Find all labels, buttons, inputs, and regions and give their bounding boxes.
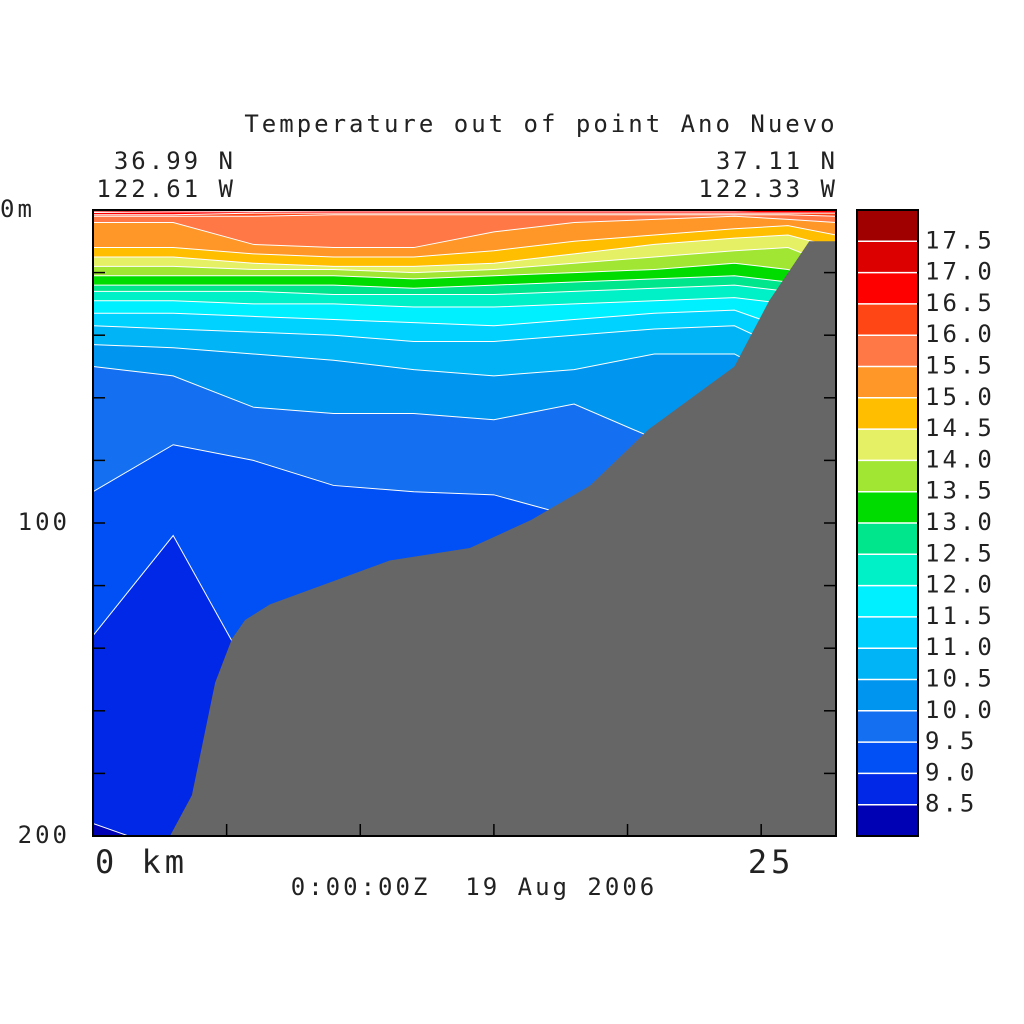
colorbar-label: 8.5 <box>925 790 977 818</box>
isotherm-line <box>93 225 836 258</box>
isotherm-line <box>93 215 836 249</box>
colorbar-band <box>857 460 918 492</box>
isotherm-line <box>93 262 836 289</box>
colorbar-band <box>857 679 918 711</box>
isotherm-line <box>93 234 836 267</box>
y-tick-label: 100 <box>18 508 70 536</box>
isotherm-line <box>93 214 836 217</box>
colorbar-band <box>857 554 918 586</box>
colorbar-label: 14.5 <box>925 414 995 442</box>
isotherm-line <box>93 247 836 274</box>
colorbar-band <box>857 272 918 304</box>
colorbar-band <box>857 648 918 680</box>
colorbar-band <box>857 241 918 273</box>
x-tick-label: 0 km <box>95 843 188 881</box>
colorbar-band <box>857 491 918 523</box>
axes: 0m 100 200 0 km 25 8.5 9.0 9.5 10.0 10.5 11.0 11.5 1… <box>0 195 995 881</box>
y-tick-label: 200 <box>18 821 70 849</box>
colorbar-label: 11.5 <box>925 602 995 630</box>
colorbar-label: 12.0 <box>925 571 995 599</box>
colorbar-band <box>857 210 918 242</box>
colorbar-frame <box>856 209 919 837</box>
colorbar-label: 17.5 <box>925 226 995 254</box>
colorbar-band <box>857 303 918 336</box>
x-tick-label: 25 <box>748 843 795 881</box>
isotherm-line <box>93 297 836 336</box>
colorbar-label: 9.5 <box>925 727 977 755</box>
chart-title: Temperature out of point Ano Nuevo <box>244 110 837 138</box>
colorbar-band <box>857 773 918 805</box>
y-tick-label: 0m <box>0 195 35 223</box>
colorbar-label: 16.5 <box>925 289 995 317</box>
left-lon: 122.61 W <box>96 175 236 203</box>
right-lat: 37.11 N <box>716 147 838 175</box>
colorbar-band <box>857 397 918 430</box>
isotherm-line <box>93 275 836 305</box>
colorbar-band <box>857 429 918 461</box>
colorbar-label: 13.0 <box>925 508 995 536</box>
footer: 0:00:00Z 19 Aug 2006 <box>291 873 657 901</box>
colorbar-label: 12.5 <box>925 539 995 567</box>
field <box>93 210 836 836</box>
colorbar-band <box>857 710 918 743</box>
colorbar-band <box>857 335 918 367</box>
colorbar-band <box>857 742 918 774</box>
colorbar-label: 14.0 <box>925 445 995 473</box>
colorbar-band <box>857 804 918 836</box>
colorbar-label: 15.5 <box>925 352 995 380</box>
colorbar-band <box>857 585 918 617</box>
isotherm-line <box>93 284 836 320</box>
right-lon: 122.33 W <box>698 175 838 203</box>
colorbar-band <box>857 616 918 649</box>
colorbar-label: 15.0 <box>925 383 995 411</box>
bathymetry <box>169 241 836 836</box>
isotherm-line <box>93 309 836 352</box>
colorbar-label: 17.0 <box>925 258 995 286</box>
colorbar-label: 16.0 <box>925 320 995 348</box>
colorbar-band <box>857 366 918 398</box>
left-lat: 36.99 N <box>114 147 236 175</box>
colorbar-band <box>857 523 918 555</box>
colorbar-label: 11.0 <box>925 633 995 661</box>
colorbar-label: 13.5 <box>925 477 995 505</box>
isotherm-line <box>93 212 836 216</box>
colorbar-label: 10.0 <box>925 696 995 724</box>
colorbar-label: 9.0 <box>925 758 977 786</box>
colorbar-label: 10.5 <box>925 665 995 693</box>
